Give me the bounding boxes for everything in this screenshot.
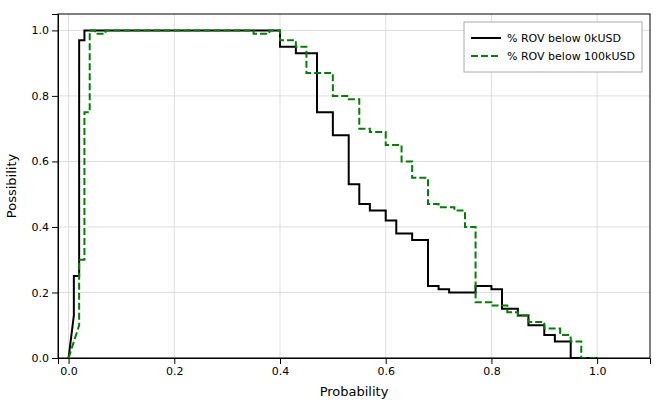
tick-mark bbox=[52, 227, 58, 228]
tick-mark bbox=[174, 358, 175, 364]
axis-line bbox=[59, 359, 651, 365]
tick-label: 0.2 bbox=[166, 365, 184, 378]
x-axis-title: Probability bbox=[320, 384, 389, 399]
tick: 1.0 bbox=[589, 358, 607, 378]
legend-label: % ROV below 100kUSD bbox=[507, 50, 635, 63]
legend-swatch bbox=[471, 37, 501, 39]
legend-box bbox=[464, 22, 642, 72]
y-axis-title: Possibility bbox=[4, 154, 19, 219]
tick-mark bbox=[52, 96, 58, 97]
grid-line bbox=[58, 95, 650, 96]
tick: 0.4 bbox=[32, 221, 59, 234]
grid-line bbox=[58, 226, 650, 227]
tick-mark bbox=[69, 358, 70, 364]
y-axis: 0.0 0.2 0.4 0.6 0.8 1.0 bbox=[32, 15, 59, 366]
tick-label: 0.8 bbox=[483, 365, 501, 378]
tick-label: 0.4 bbox=[32, 221, 50, 234]
tick-label: 0.0 bbox=[60, 365, 78, 378]
tick-label: 0.2 bbox=[32, 286, 50, 299]
tick-label: 0.6 bbox=[32, 155, 50, 168]
tick-label: 1.0 bbox=[589, 365, 607, 378]
grid bbox=[58, 14, 650, 358]
legend-swatch bbox=[471, 55, 501, 57]
plot: 0.0 0.2 0.4 0.6 0.8 1.0 0.0 0.2 0.4 0.6 0.8 1.0 bbox=[32, 14, 651, 378]
tick: 0.6 bbox=[377, 358, 395, 378]
tick-label: 0.4 bbox=[272, 365, 290, 378]
tick-label: 1.0 bbox=[32, 24, 50, 37]
grid-line bbox=[385, 14, 386, 358]
tick-mark bbox=[52, 30, 58, 31]
grid-line bbox=[58, 292, 650, 293]
tick: 1.0 bbox=[32, 24, 59, 37]
tick-mark bbox=[597, 358, 598, 364]
tick-mark bbox=[52, 358, 58, 359]
tick: 0.0 bbox=[60, 358, 78, 378]
tick: 0.2 bbox=[32, 286, 59, 299]
series-line bbox=[69, 30, 598, 358]
tick: 0.0 bbox=[32, 352, 59, 365]
tick-mark bbox=[52, 292, 58, 293]
tick-mark bbox=[52, 161, 58, 162]
lines bbox=[69, 30, 598, 358]
chart: 0.0 0.2 0.4 0.6 0.8 1.0 0.0 0.2 0.4 0.6 0.8 1.0 Prob… bbox=[0, 0, 666, 404]
grid-line bbox=[58, 161, 650, 162]
tick-label: 0.0 bbox=[32, 352, 50, 365]
plot-frame bbox=[58, 14, 650, 358]
grid-line bbox=[174, 14, 175, 358]
legend: % ROV below 0kUSD % ROV below 100kUSD bbox=[464, 22, 642, 72]
x-axis: 0.0 0.2 0.4 0.6 0.8 1.0 bbox=[59, 358, 651, 378]
tick-mark bbox=[386, 358, 387, 364]
tick: 0.6 bbox=[32, 155, 59, 168]
tick: 0.4 bbox=[272, 358, 290, 378]
tick: 0.2 bbox=[166, 358, 184, 378]
tick: 0.8 bbox=[32, 90, 59, 103]
tick: 0.8 bbox=[483, 358, 501, 378]
series-line bbox=[69, 30, 598, 358]
tick-label: 0.8 bbox=[32, 90, 50, 103]
grid-line bbox=[280, 14, 281, 358]
tick-mark bbox=[280, 358, 281, 364]
legend-label: % ROV below 0kUSD bbox=[507, 32, 621, 45]
tick-label: 0.6 bbox=[377, 365, 395, 378]
tick-mark bbox=[491, 358, 492, 364]
grid-line bbox=[68, 14, 69, 358]
